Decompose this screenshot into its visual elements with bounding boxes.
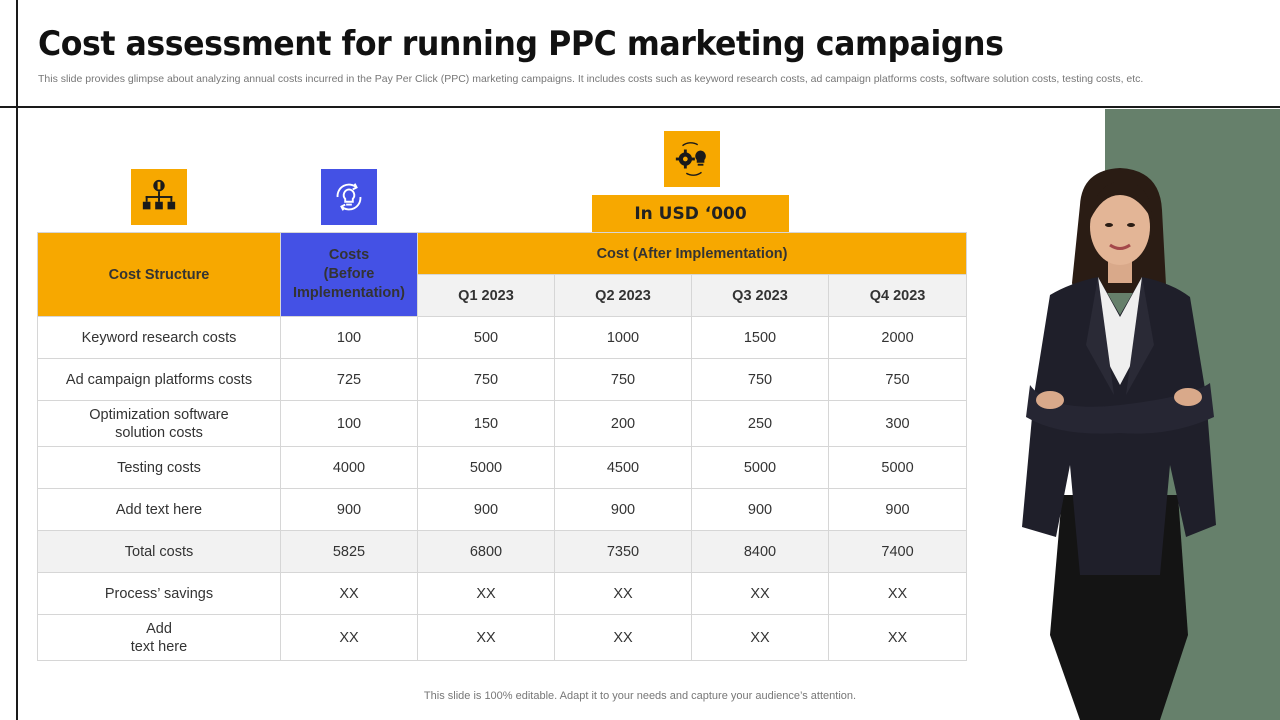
table-row: Add text here XX XX XX XX XX — [37, 614, 968, 661]
cell-before: 725 — [280, 358, 418, 401]
table-row: Ad campaign platforms costs 725 750 750 … — [37, 358, 968, 401]
cell-q3: XX — [691, 572, 829, 615]
row-label-line-1: Optimization software — [89, 406, 229, 423]
cell-before: 900 — [280, 488, 418, 531]
row-label-line-2: solution costs — [115, 424, 203, 441]
cell-q2: 1000 — [554, 316, 692, 359]
header-before-line-1: Costs — [328, 247, 370, 263]
cell-q4: 750 — [827, 358, 968, 401]
cost-table: Cost Structure Costs (Before Implementat… — [37, 232, 968, 661]
header-quarter-q3: Q3 2023 — [691, 274, 829, 317]
row-label-line-1: Add — [146, 620, 172, 637]
cell-q3: 900 — [691, 488, 829, 531]
header-before-line-2: (Before — [323, 266, 375, 282]
row-label: Add text here — [37, 488, 281, 531]
cell-q1: 900 — [417, 488, 555, 531]
cell-q2: 750 — [554, 358, 692, 401]
footer-note: This slide is 100% editable. Adapt it to… — [423, 690, 857, 702]
cell-q3: 5000 — [691, 446, 829, 489]
cell-q2: 200 — [554, 400, 692, 447]
gear-lightbulb-icon — [664, 131, 720, 187]
header-quarter-q1: Q1 2023 — [417, 274, 555, 317]
cell-q4: 900 — [827, 488, 968, 531]
cell-q1: 750 — [417, 358, 555, 401]
cell-q3: 750 — [691, 358, 829, 401]
cell-before: 4000 — [280, 446, 418, 489]
cell-q4: XX — [827, 614, 968, 661]
left-divider-line — [16, 0, 18, 720]
cell-before: 100 — [280, 316, 418, 359]
cell-q2: 900 — [554, 488, 692, 531]
cell-q1: XX — [417, 572, 555, 615]
header-before-line-3: Implementation) — [293, 285, 405, 301]
cell-q2: XX — [554, 614, 692, 661]
cell-q1: 150 — [417, 400, 555, 447]
table-row: Optimization software solution costs 100… — [37, 400, 968, 447]
header-quarter-q4: Q4 2023 — [827, 274, 968, 317]
lightbulb-cycle-icon — [321, 169, 377, 225]
row-label: Add text here — [37, 614, 281, 661]
row-label-line-2: text here — [130, 638, 188, 655]
header-cost-structure: Cost Structure — [37, 232, 281, 317]
cell-q4: 2000 — [827, 316, 968, 359]
unit-label-tab: In USD ‘000 — [592, 195, 789, 233]
header-costs-before: Costs (Before Implementation) — [280, 232, 418, 317]
row-label: Testing costs — [37, 446, 281, 489]
hierarchy-money-icon — [131, 169, 187, 225]
cell-q4: 300 — [827, 400, 968, 447]
cell-q1: 6800 — [417, 530, 555, 573]
table-row: Process’ savings XX XX XX XX XX — [37, 572, 968, 615]
businesswoman-image — [1022, 168, 1216, 720]
row-label: Optimization software solution costs — [37, 400, 281, 447]
row-label: Ad campaign platforms costs — [37, 358, 281, 401]
table-row-total: Total costs 5825 6800 7350 8400 7400 — [37, 530, 968, 573]
header-quarter-q2: Q2 2023 — [554, 274, 692, 317]
table-row: Keyword research costs 100 500 1000 1500… — [37, 316, 968, 359]
table-row: Add text here 900 900 900 900 900 — [37, 488, 968, 531]
row-label: Process’ savings — [37, 572, 281, 615]
cell-before: XX — [280, 572, 418, 615]
page-title: Cost assessment for running PPC marketin… — [38, 24, 1004, 64]
cell-q4: 7400 — [827, 530, 968, 573]
row-label: Keyword research costs — [37, 316, 281, 359]
cell-q3: 250 — [691, 400, 829, 447]
cell-q1: XX — [417, 614, 555, 661]
cell-before: 100 — [280, 400, 418, 447]
cell-q4: XX — [827, 572, 968, 615]
cell-q1: 5000 — [417, 446, 555, 489]
cell-q4: 5000 — [827, 446, 968, 489]
cell-before: XX — [280, 614, 418, 661]
cell-q3: 8400 — [691, 530, 829, 573]
row-label: Total costs — [37, 530, 281, 573]
header-divider-line — [0, 106, 1280, 108]
cell-q2: 4500 — [554, 446, 692, 489]
cell-q1: 500 — [417, 316, 555, 359]
cell-q2: 7350 — [554, 530, 692, 573]
page-subtitle: This slide provides glimpse about analyz… — [38, 73, 1144, 85]
cell-q3: XX — [691, 614, 829, 661]
cell-q3: 1500 — [691, 316, 829, 359]
header-cost-after: Cost (After Implementation) — [416, 232, 968, 275]
cell-q2: XX — [554, 572, 692, 615]
table-row: Testing costs 4000 5000 4500 5000 5000 — [37, 446, 968, 489]
cell-before: 5825 — [280, 530, 418, 573]
